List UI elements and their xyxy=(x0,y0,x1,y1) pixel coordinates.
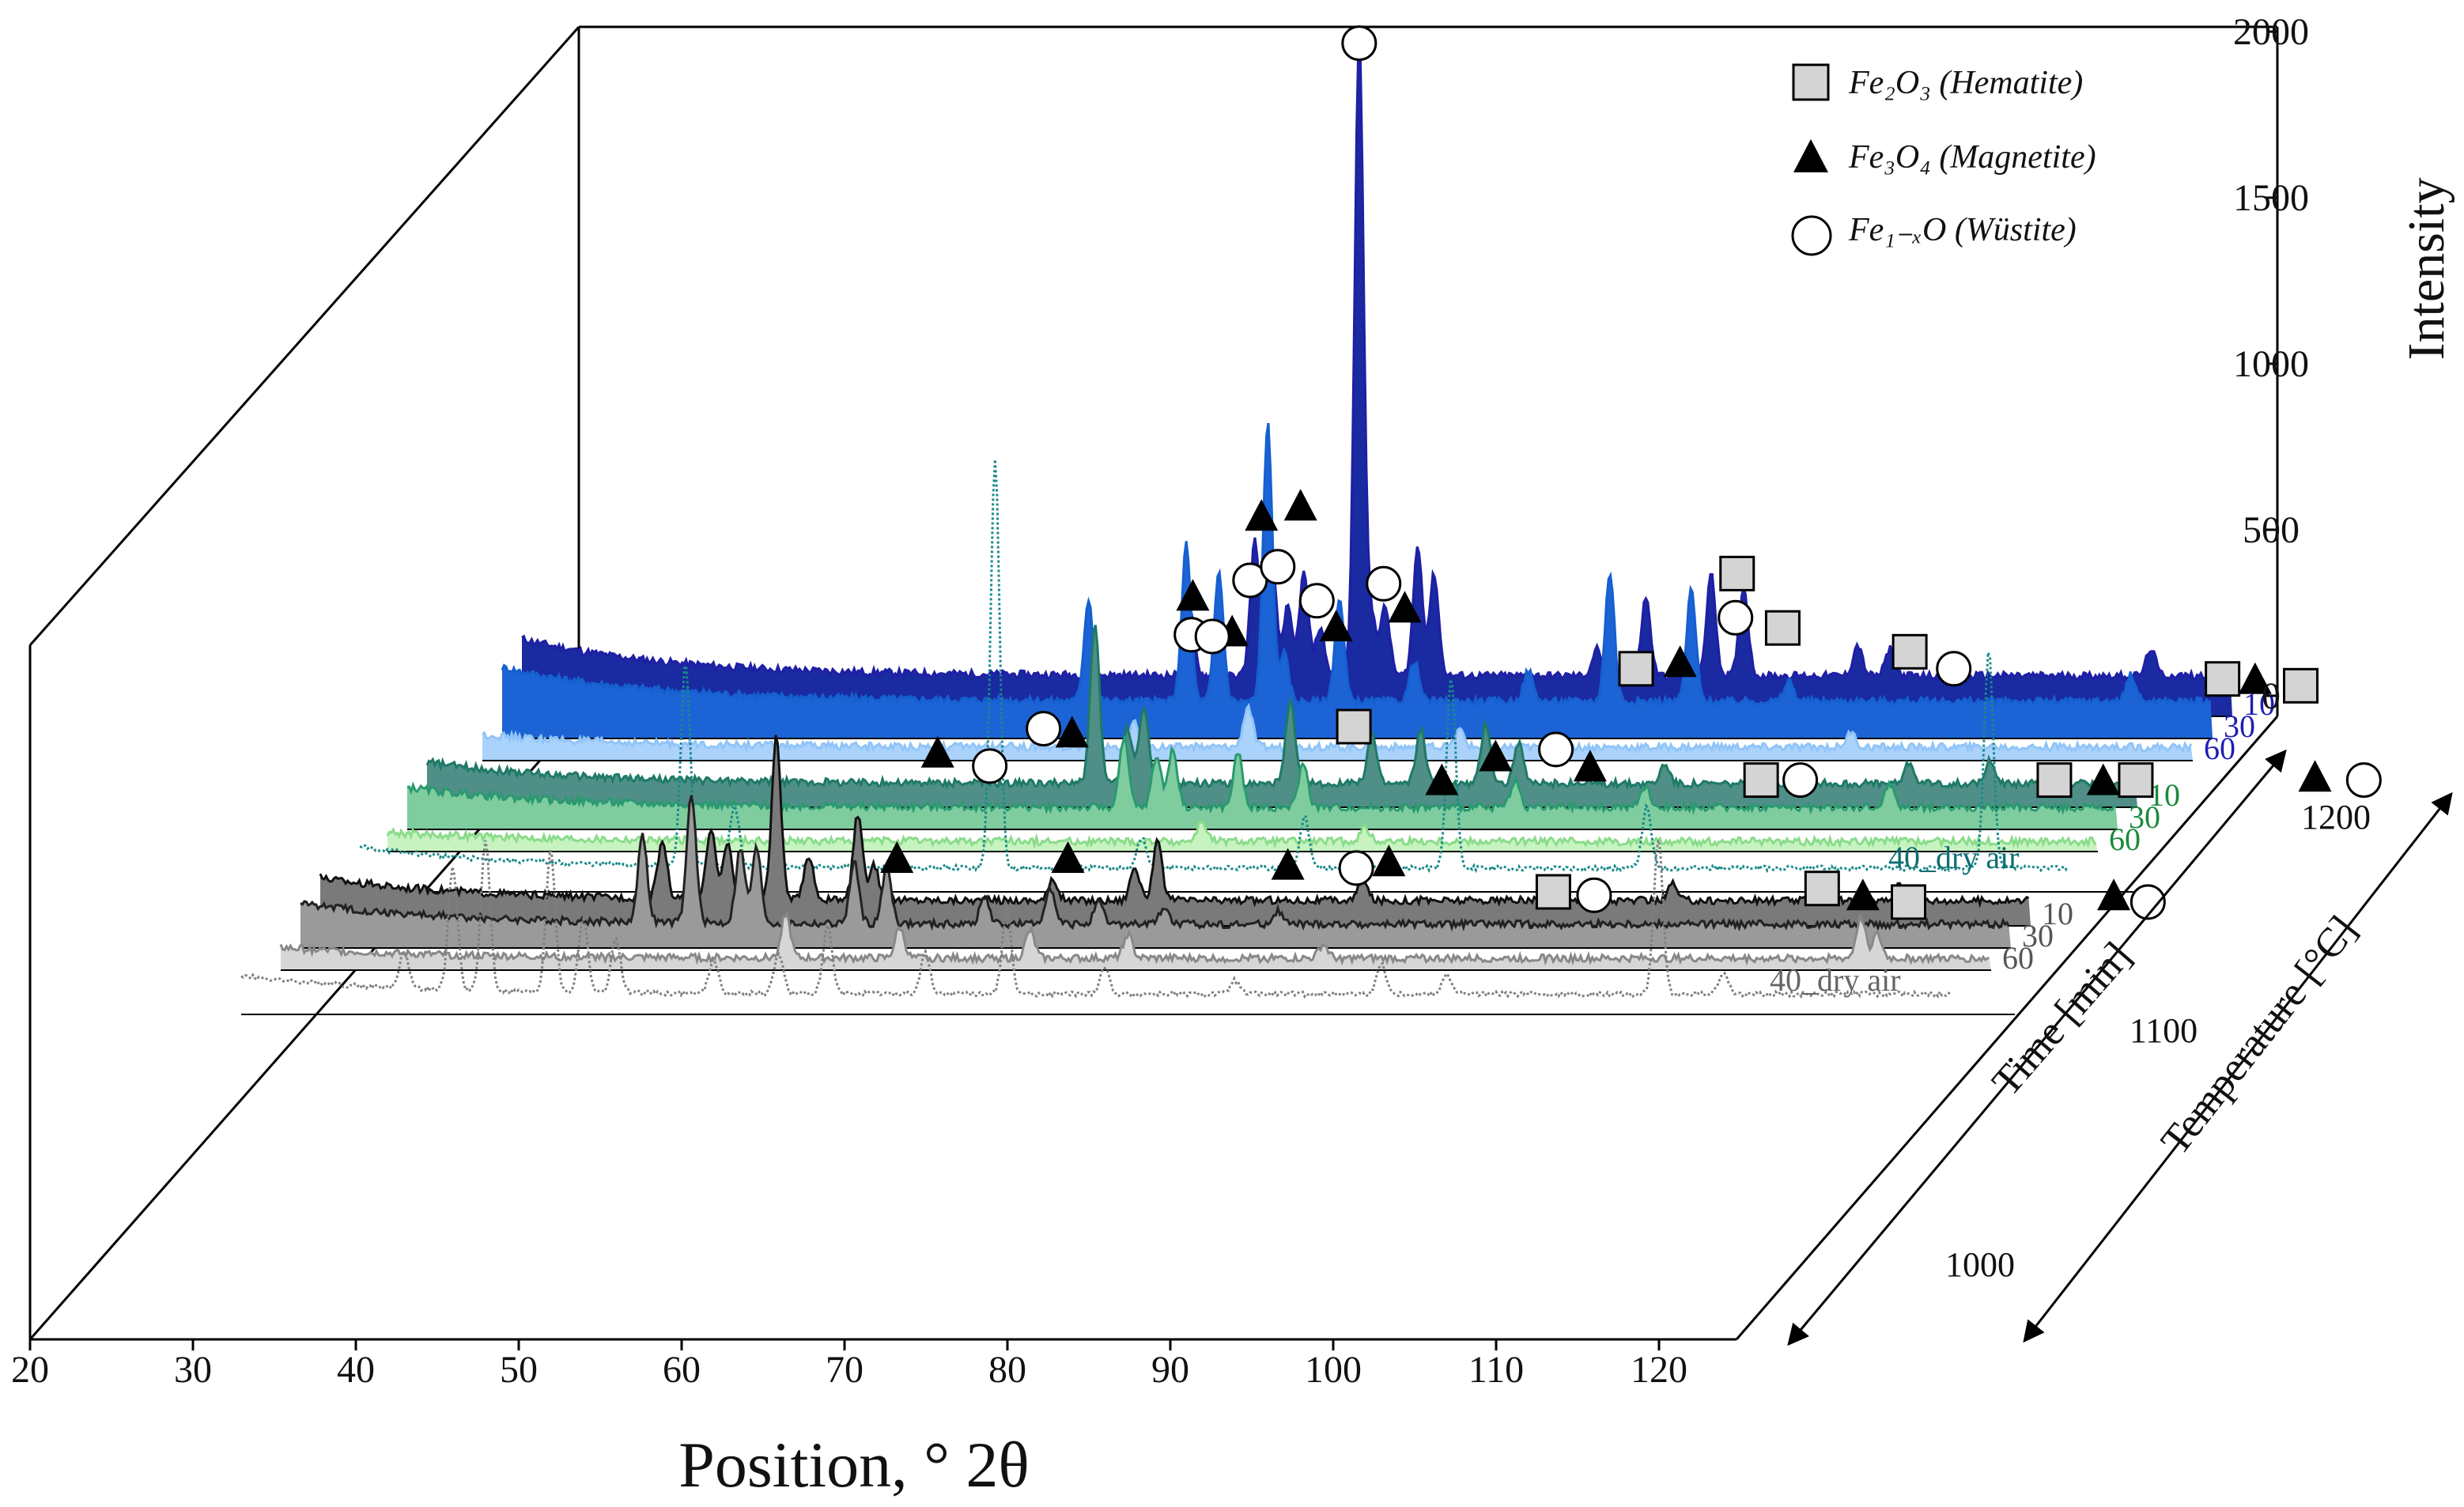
series-label-1000-40dry: 40_dry air xyxy=(1770,962,1901,998)
marker-triangle-22 xyxy=(1176,579,1210,611)
marker-triangle-1 xyxy=(1245,499,1279,531)
marker-circle-23 xyxy=(1194,618,1230,655)
temperature-label-1200: 1200 xyxy=(2301,798,2371,837)
marker-triangle-39 xyxy=(920,735,954,768)
marker-triangle-51 xyxy=(2097,878,2131,911)
series-label-1100-40dry: 40_dry air xyxy=(1888,840,2020,875)
x-tick-label-70: 70 xyxy=(826,1349,864,1391)
x-tick-label-60: 60 xyxy=(663,1349,701,1391)
legend-circle-marker-icon xyxy=(1791,215,1832,256)
marker-triangle-43 xyxy=(1271,848,1305,880)
marker-circle-4 xyxy=(1260,549,1296,585)
marker-square-50 xyxy=(1891,884,1926,920)
temperature-label-1000: 1000 xyxy=(1945,1245,2015,1284)
marker-square-13 xyxy=(1618,651,1654,687)
marker-circle-5 xyxy=(1298,583,1335,619)
marker-square-25 xyxy=(1336,708,1372,745)
marker-square-10 xyxy=(1719,555,1755,591)
marker-square-17 xyxy=(2205,661,2241,697)
marker-circle-37 xyxy=(2345,762,2382,799)
marker-square-19 xyxy=(2283,667,2319,704)
marker-triangle-18 xyxy=(2238,662,2272,694)
marker-triangle-45 xyxy=(1372,844,1406,877)
series-line-1000-10 xyxy=(319,735,2030,908)
marker-triangle-14 xyxy=(1663,645,1697,678)
series-1200-30: 30 xyxy=(501,422,2255,744)
y-tick-label-500: 500 xyxy=(2243,509,2300,551)
series-label-1100-60: 60 xyxy=(2109,821,2141,857)
y-axis-ticks: 0 500 1000 1500 2000 xyxy=(2233,11,2309,717)
marker-circle-0 xyxy=(1341,25,1377,62)
marker-triangle-30 xyxy=(1573,750,1607,782)
legend-square-marker-icon xyxy=(1792,63,1830,101)
temperature-label-1100: 1100 xyxy=(2130,1011,2198,1050)
x-tick-label-40: 40 xyxy=(337,1349,375,1391)
x-axis-ticks: 20 30 40 50 60 70 80 90 100 110 120 xyxy=(11,1339,1687,1391)
marker-circle-6 xyxy=(1366,565,1402,602)
marker-triangle-42 xyxy=(1051,841,1085,873)
y-tick-label-2000: 2000 xyxy=(2233,11,2309,53)
x-tick-label-90: 90 xyxy=(1151,1349,1189,1391)
marker-circle-32 xyxy=(1782,762,1819,799)
legend-magnetite-label: Fe₃O₄ (Magnetite) xyxy=(1848,139,2096,176)
marker-triangle-38 xyxy=(880,841,914,873)
marker-triangle-26 xyxy=(1055,716,1089,748)
legend-triangle-marker-icon xyxy=(1793,139,1828,172)
marker-square-33 xyxy=(2036,762,2073,799)
marker-triangle-28 xyxy=(1479,739,1513,772)
legend-wustite-label: Fe₁₋ₓO (Wüstite) xyxy=(1848,212,2077,248)
legend-hematite-label: Fe₂O₃ (Hematite) xyxy=(1848,65,2083,101)
marker-triangle-36 xyxy=(2298,760,2332,792)
marker-circle-16 xyxy=(1936,651,1972,687)
series-label-1200-60: 60 xyxy=(2204,731,2235,766)
y-axis-label: Intensity xyxy=(2398,178,2455,361)
x-tick-label-100: 100 xyxy=(1305,1349,1362,1391)
x-axis-label: Position, ° 2θ xyxy=(678,1429,1029,1501)
marker-circle-41 xyxy=(1026,711,1062,747)
series-line-1000-30 xyxy=(300,795,2010,932)
x-tick-label-110: 110 xyxy=(1468,1349,1524,1391)
marker-triangle-34 xyxy=(2086,763,2120,795)
x-tick-label-50: 50 xyxy=(500,1349,538,1391)
marker-circle-29 xyxy=(1538,731,1574,768)
series-line-1000-40dry xyxy=(240,840,1951,999)
marker-square-12 xyxy=(1764,610,1801,646)
marker-circle-40 xyxy=(972,748,1008,784)
series-fill-1200-30 xyxy=(502,423,2213,738)
marker-square-31 xyxy=(1743,762,1779,799)
marker-triangle-7 xyxy=(1388,591,1422,623)
marker-square-48 xyxy=(1804,871,1840,907)
marker-triangle-24 xyxy=(1319,610,1353,642)
x-tick-label-80: 80 xyxy=(988,1349,1026,1391)
marker-circle-47 xyxy=(1576,877,1612,913)
series-fill-1100-30 xyxy=(407,736,2118,829)
temperature-axis-arrow xyxy=(2023,791,2453,1343)
y-tick-label-1000: 1000 xyxy=(2233,343,2309,385)
y-tick-label-1500: 1500 xyxy=(2233,177,2309,219)
marker-square-35 xyxy=(2118,762,2154,799)
marker-circle-44 xyxy=(1338,850,1374,886)
legend: Fe₂O₃ (Hematite) Fe₃O₄ (Magnetite) Fe₁₋ₓ… xyxy=(1791,63,2096,256)
y-tick-label-0: 0 xyxy=(2262,675,2281,717)
marker-square-15 xyxy=(1891,633,1928,670)
marker-triangle-49 xyxy=(1846,878,1880,911)
x-tick-label-20: 20 xyxy=(11,1349,49,1391)
marker-triangle-2 xyxy=(1283,489,1317,521)
frame-back-left-edge xyxy=(28,26,580,646)
series-label-1200-30: 30 xyxy=(2224,708,2255,744)
series-line-1200-30 xyxy=(501,422,2212,709)
series-line-1000-60 xyxy=(279,910,1990,966)
series-label-1000-60: 60 xyxy=(2002,940,2034,976)
x-tick-label-30: 30 xyxy=(174,1349,212,1391)
marker-square-46 xyxy=(1535,874,1571,910)
x-tick-label-120: 120 xyxy=(1631,1349,1687,1391)
marker-circle-11 xyxy=(1718,599,1754,636)
marker-triangle-27 xyxy=(1425,763,1459,795)
